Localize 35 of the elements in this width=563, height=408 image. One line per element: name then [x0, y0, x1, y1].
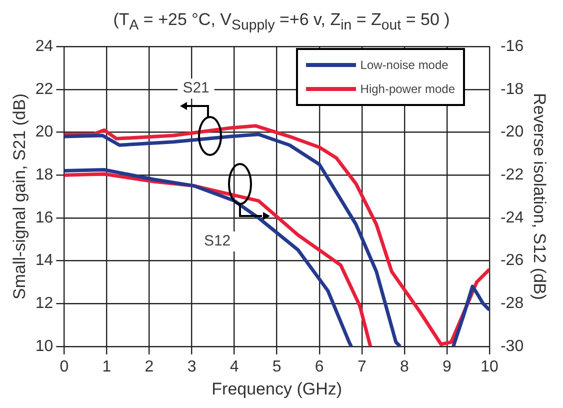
- annotation: S21: [182, 80, 210, 97]
- y2-tick-label: -28: [500, 294, 524, 312]
- x-axis-title: Frequency (GHz): [212, 379, 342, 398]
- y-tick-label: 22: [35, 80, 54, 98]
- y-tick-label: 20: [35, 124, 54, 141]
- x-tick-label: 5: [272, 358, 282, 376]
- x-tick-label: 3: [187, 358, 196, 376]
- x-tick-label: 1: [102, 358, 112, 376]
- x-tick-label: 9: [442, 358, 452, 376]
- y2-tick-label: -16: [500, 38, 524, 56]
- y2-tick-label: -24: [500, 209, 524, 226]
- y2-tick-label: -26: [500, 252, 524, 270]
- y2-tick-label: -22: [500, 166, 524, 184]
- x-tick-label: 4: [230, 358, 239, 376]
- y2-tick-label: -18: [500, 80, 524, 98]
- y-axis-title: Small-signal gain, S21 (dB): [10, 94, 29, 300]
- y-tick-label: 18: [35, 166, 54, 184]
- x-tick-label: 7: [357, 358, 366, 376]
- x-tick-label: 8: [400, 358, 409, 376]
- legend-label: Low-noise mode: [360, 58, 448, 72]
- annotation: S12: [204, 232, 231, 250]
- legend-label: High-power mode: [360, 82, 455, 96]
- y2-axis-title: Reverse isolation, S12 (dB): [530, 93, 550, 300]
- chart-title: (T$_{A}$ = +25 °C, V$_{Supply}$ =+6 v, Z$_{in}$ = Z$_{out}$ = 50 ): [113, 10, 450, 34]
- y-tick-label: 12: [35, 294, 54, 312]
- y2-tick-label: -20: [500, 124, 524, 141]
- y-tick-label: 16: [35, 209, 54, 226]
- x-tick-label: 6: [314, 358, 324, 376]
- y-tick-label: 24: [35, 38, 54, 56]
- y2-tick-label: -30: [500, 338, 524, 355]
- y-tick-label: 14: [35, 252, 54, 270]
- x-tick-label: 2: [144, 358, 154, 376]
- x-tick-label: 0: [60, 358, 69, 376]
- y-tick-label: 10: [35, 338, 54, 355]
- x-tick-label: 10: [480, 358, 498, 376]
